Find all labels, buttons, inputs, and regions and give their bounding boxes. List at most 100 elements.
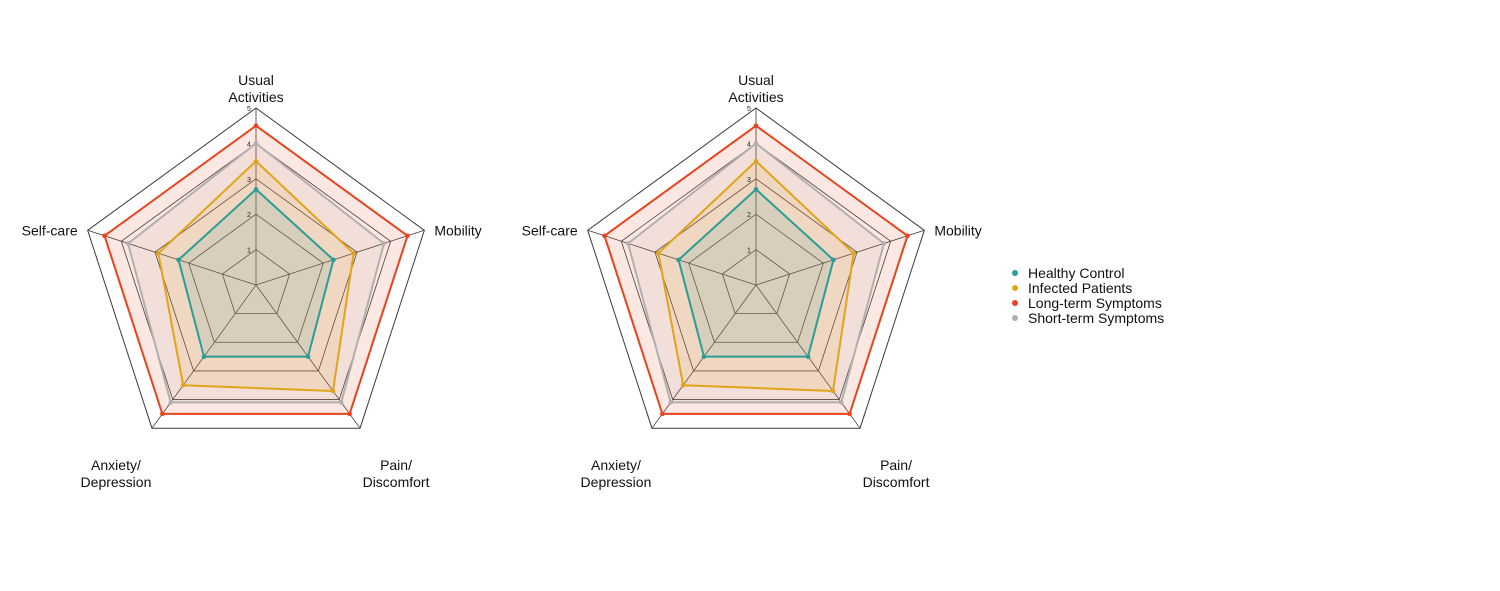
axis-label: Mobility	[934, 222, 981, 238]
axis-label: Anxiety/Depression	[581, 457, 652, 490]
data-point	[156, 250, 161, 256]
data-point	[830, 388, 836, 394]
data-point	[753, 187, 759, 192]
data-point	[253, 158, 259, 164]
data-point	[253, 187, 259, 192]
data-point	[351, 250, 356, 256]
data-point	[160, 411, 165, 417]
series-line	[677, 188, 835, 358]
legend-label: Infected Patients	[1028, 280, 1132, 296]
series-area	[104, 125, 408, 414]
tick-label: 1	[747, 248, 751, 255]
data-point	[831, 257, 836, 263]
series-fills	[604, 125, 908, 414]
tick-label: 1	[247, 248, 251, 255]
data-point	[660, 411, 665, 417]
tick-label: 3	[247, 177, 251, 184]
axis-label: Self-care	[22, 222, 78, 238]
data-point	[305, 354, 311, 359]
series-area	[158, 161, 354, 391]
data-point	[847, 411, 852, 417]
radar-ticks: 1 2 3 4 5	[247, 106, 251, 255]
tick-label: 3	[747, 177, 751, 184]
axis-labels: Usual Activities Mobility Pain/Discomfort An…	[522, 72, 982, 490]
data-point	[753, 158, 759, 164]
series-line	[627, 142, 885, 404]
series-area	[658, 161, 854, 391]
grid-ring-2	[188, 213, 324, 343]
data-point	[347, 411, 352, 417]
axis-label: Usual Activities	[228, 72, 283, 105]
legend-item: Long-term Symptoms	[1012, 295, 1162, 311]
axis-label: Self-care	[522, 222, 578, 238]
tick-label: 5	[747, 106, 751, 113]
tick-label: 4	[247, 141, 251, 148]
series-lines	[602, 123, 910, 417]
spoke-line	[755, 229, 925, 286]
legend-item: Healthy Control	[1012, 265, 1125, 281]
series-line	[177, 188, 335, 358]
axis-label: Anxiety/Depression	[81, 457, 152, 490]
legend-item: Short-term Symptoms	[1012, 310, 1164, 326]
series-line	[603, 124, 909, 415]
data-point	[405, 233, 410, 239]
legend-label: Healthy Control	[1028, 265, 1125, 281]
spoke-line	[255, 229, 425, 286]
data-point	[680, 382, 686, 388]
axis-label: Pain/Discomfort	[363, 457, 430, 490]
tick-label: 4	[747, 141, 751, 148]
grid-ring-4	[620, 142, 892, 400]
series-fills	[104, 125, 408, 414]
legend-marker-icon	[1012, 285, 1018, 291]
data-point	[331, 257, 336, 263]
tick-label: 2	[247, 212, 251, 219]
series-area	[628, 143, 884, 403]
tick-label: 5	[247, 106, 251, 113]
data-point	[625, 241, 631, 246]
data-point	[851, 250, 856, 256]
data-point	[381, 241, 387, 246]
data-point	[905, 233, 910, 239]
axis-label: Mobility	[434, 222, 481, 238]
spoke-line	[587, 229, 757, 286]
data-point	[753, 141, 759, 146]
series-area	[128, 143, 384, 403]
data-point	[125, 241, 131, 246]
series-line	[657, 160, 855, 392]
legend-marker-icon	[1012, 270, 1018, 276]
series-area	[678, 189, 834, 357]
data-point	[339, 400, 344, 405]
data-point	[201, 354, 207, 359]
grid-ring-4	[120, 142, 392, 400]
axis-label: Pain/Discomfort	[863, 457, 930, 490]
data-point	[676, 257, 681, 263]
data-point	[168, 400, 173, 405]
grid-ring-1	[721, 249, 791, 315]
grid-ring-1	[221, 249, 291, 315]
data-point	[668, 400, 673, 405]
data-point	[881, 241, 887, 246]
radar-series	[102, 123, 410, 417]
data-point	[701, 354, 707, 359]
axis-label: Usual Activities	[728, 72, 783, 105]
data-point	[753, 123, 759, 128]
data-point	[253, 141, 259, 146]
data-point	[180, 382, 186, 388]
series-line	[103, 124, 409, 415]
legend-marker-icon	[1012, 315, 1018, 321]
series-area	[604, 125, 908, 414]
data-point	[253, 123, 259, 128]
legend-item: Infected Patients	[1012, 280, 1132, 296]
grid-ring-2	[688, 213, 824, 343]
series-line	[157, 160, 355, 392]
radar-ticks: 1 2 3 4 5	[747, 106, 751, 255]
spoke-line	[87, 229, 257, 286]
series-lines	[102, 123, 410, 417]
data-point	[602, 233, 607, 239]
grid-ring-5	[87, 107, 425, 429]
axis-labels: Usual Activities Mobility Pain/Discomfort An…	[22, 72, 482, 490]
data-point	[330, 388, 336, 394]
